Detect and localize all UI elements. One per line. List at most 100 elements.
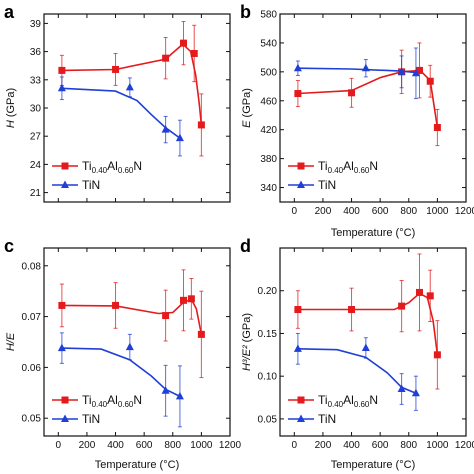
series-tialn bbox=[294, 253, 441, 390]
legend-label-tin: TiN bbox=[318, 412, 336, 426]
data-point-triangle bbox=[361, 63, 370, 72]
legend-label-tialn: Ti0.40Al0.60N bbox=[318, 393, 378, 409]
x-tick-label: 1200 bbox=[219, 440, 242, 451]
y-tick-label: 33 bbox=[30, 75, 42, 86]
y-axis-title: H³/E² (GPa) bbox=[241, 313, 253, 371]
y-tick-label: 30 bbox=[30, 104, 42, 115]
panel-letter: b bbox=[240, 2, 251, 22]
y-tick-label: 24 bbox=[30, 160, 42, 171]
legend-label-part: N bbox=[369, 159, 378, 173]
y-tick-label: 0.15 bbox=[258, 329, 278, 340]
data-point-square bbox=[180, 39, 187, 47]
y-axis-title: H/E bbox=[5, 332, 17, 351]
data-point-square bbox=[197, 121, 205, 129]
legend-label-tin: TiN bbox=[82, 178, 100, 192]
series-line-tialn bbox=[61, 43, 203, 125]
series-tin bbox=[293, 47, 420, 100]
legend-marker-tin bbox=[61, 180, 69, 188]
data-point-square bbox=[190, 49, 198, 57]
series-tialn bbox=[58, 269, 205, 379]
panel-letter: d bbox=[240, 236, 251, 256]
data-point-square bbox=[180, 296, 187, 304]
plot-frame bbox=[279, 247, 467, 437]
data-point-square bbox=[112, 301, 120, 309]
y-tick-label: 0.10 bbox=[258, 372, 278, 383]
data-point-triangle bbox=[175, 133, 184, 142]
x-tick-label: 600 bbox=[372, 440, 389, 451]
y-tick-label: 420 bbox=[260, 125, 277, 136]
x-axis-title: Temperature (°C) bbox=[331, 459, 415, 471]
y-tick-label: 540 bbox=[260, 38, 277, 49]
series-tin bbox=[57, 76, 184, 157]
series-tialn bbox=[294, 42, 441, 147]
x-tick-label: 400 bbox=[107, 440, 124, 451]
panel-d: d 0 200 400 600 800 1000 1200 0.05 0.10 0.15 0.20 Te… bbox=[240, 236, 474, 471]
series-line-tin bbox=[297, 67, 416, 74]
y-axis-title-main: H bbox=[5, 120, 17, 128]
data-point-square bbox=[294, 90, 302, 98]
y-tick-label: 380 bbox=[260, 154, 277, 165]
series-tin bbox=[57, 332, 184, 428]
x-tick-label: 800 bbox=[400, 440, 417, 451]
y-tick-label: 21 bbox=[30, 188, 42, 199]
data-point-square bbox=[58, 66, 66, 74]
plot-frame bbox=[43, 247, 231, 437]
y-axis-title-unit: (GPa) bbox=[241, 88, 253, 120]
x-tick-label: 600 bbox=[136, 440, 153, 451]
legend-label-tin: TiN bbox=[82, 412, 100, 426]
y-axis-title-unit: (GPa) bbox=[241, 313, 253, 345]
data-point-triangle bbox=[175, 391, 184, 400]
data-point-square bbox=[426, 292, 434, 300]
data-point-square bbox=[398, 302, 406, 310]
y-tick-label: 0.20 bbox=[258, 286, 278, 297]
data-point-triangle bbox=[293, 63, 302, 72]
x-tick-label: 400 bbox=[343, 206, 360, 217]
legend-label-part: Al bbox=[107, 393, 118, 407]
legend-label-part: 0.60 bbox=[354, 400, 370, 409]
legend-label-part: N bbox=[133, 393, 142, 407]
legend-label-part: 0.60 bbox=[354, 166, 370, 175]
x-tick-label: 200 bbox=[315, 206, 332, 217]
data-point-triangle bbox=[125, 342, 134, 351]
data-point-triangle bbox=[125, 82, 134, 91]
data-point-square bbox=[197, 330, 205, 338]
series-tin bbox=[293, 332, 420, 411]
legend-label-tialn: Ti0.40Al0.60N bbox=[82, 159, 142, 175]
data-point-triangle bbox=[57, 83, 66, 92]
legend-label-part: 0.40 bbox=[92, 400, 108, 409]
x-tick-label: 1200 bbox=[455, 440, 474, 451]
x-tick-label: 1200 bbox=[455, 206, 474, 217]
legend-marker-tin bbox=[61, 414, 69, 422]
series-tialn bbox=[58, 21, 205, 157]
legend: Ti0.40Al0.60N TiN bbox=[288, 393, 378, 426]
y-tick-label: 340 bbox=[260, 183, 277, 194]
data-point-triangle bbox=[161, 125, 170, 133]
legend-label-part: 0.60 bbox=[118, 400, 134, 409]
x-axis-title: Temperature (°C) bbox=[95, 459, 179, 471]
x-axis-title: Temperature (°C) bbox=[331, 227, 415, 239]
y-axis-title-unit: (GPa) bbox=[5, 88, 17, 120]
legend-label-tin: TiN bbox=[318, 178, 336, 192]
series-line-tin bbox=[61, 347, 181, 398]
data-point-square bbox=[348, 89, 356, 97]
legend-label-part: N bbox=[369, 393, 378, 407]
data-point-square bbox=[58, 301, 66, 309]
y-tick-label: 39 bbox=[30, 19, 42, 30]
y-axis-title-main: E bbox=[241, 120, 253, 128]
panel-letter: c bbox=[4, 236, 14, 256]
panel-letter: a bbox=[4, 2, 15, 22]
legend-marker-tialn bbox=[297, 396, 305, 404]
legend-label-part: Al bbox=[343, 393, 354, 407]
legend-marker-tialn bbox=[297, 162, 305, 170]
y-tick-label: 460 bbox=[260, 96, 277, 107]
x-tick-label: 1000 bbox=[190, 440, 213, 451]
y-tick-label: 0.05 bbox=[22, 414, 42, 425]
data-point-triangle bbox=[161, 386, 170, 394]
data-point-square bbox=[187, 295, 195, 303]
x-tick-label: 200 bbox=[79, 440, 96, 451]
legend-label-part: 0.40 bbox=[328, 166, 344, 175]
y-axis-title: H (GPa) bbox=[5, 88, 17, 128]
